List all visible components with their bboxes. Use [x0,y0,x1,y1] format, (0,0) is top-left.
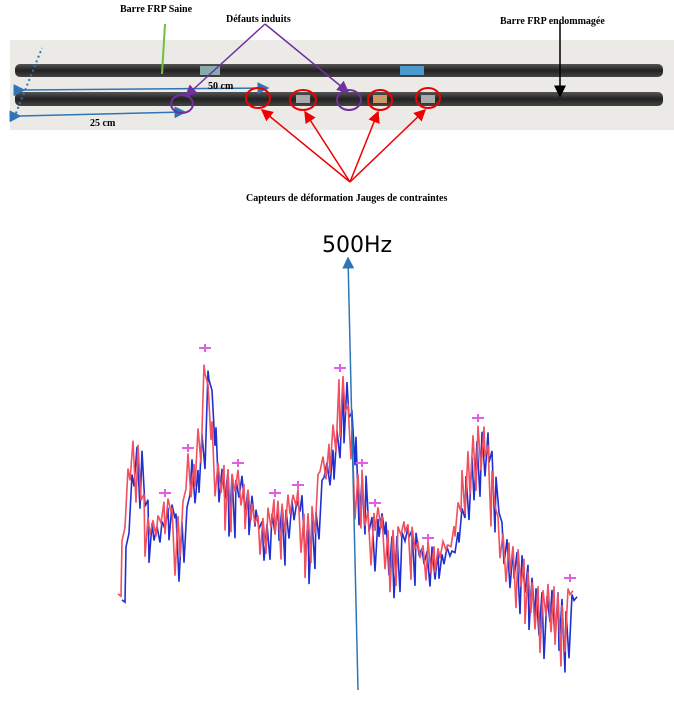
pointer-arrow [260,109,351,183]
sensor-circle [245,87,271,109]
frequency-label: 500Hz [322,233,392,258]
pointer-arrow [304,110,351,183]
sensor-patch [200,66,220,75]
length-arrow [9,106,187,123]
pointer-arrow [264,23,350,93]
peak-marker [292,481,304,489]
frequency-arrow [342,256,359,691]
peak-marker [182,444,194,452]
label: Barre FRP endommagée [500,16,605,27]
photo: Barre FRP Saine Défauts induits Barre FR… [9,4,674,204]
label: 50 cm [208,81,234,92]
sensor-patch [373,95,387,103]
peak-marker [422,534,434,542]
photo-bg [10,40,674,130]
peak-marker [564,574,576,582]
peak-marker [199,344,211,352]
peak-marker [232,459,244,467]
sensor-patch [400,66,424,75]
sensor-arrows [260,108,427,183]
length-arrow [13,82,270,97]
pointer-arrow [349,110,380,183]
sensor-patch [296,95,310,103]
sensor-circle [367,89,393,111]
pointer-arrow [349,108,427,183]
pointer-line [161,23,166,75]
label: 25 cm [90,118,116,129]
label: Défauts induits [226,14,291,25]
signal-plot [117,344,578,673]
label: Barre FRP Saine [120,4,193,15]
signal-red [117,364,574,667]
sensor-circle [415,87,441,109]
peak-marker [159,489,171,497]
peak-marker [369,499,381,507]
peak-marker [472,414,484,422]
label: Capteurs de déformation Jauges de contra… [246,193,447,204]
peak-marker [334,364,346,372]
sensor-circle [289,89,317,111]
sensor-patch [421,95,435,103]
defect-circle [170,94,194,114]
defect-circle [336,89,362,111]
healthy-bar [15,64,663,77]
signal-blue [121,370,578,673]
pointer-arrow [184,23,266,98]
peak-marker [269,489,281,497]
peak-marker [356,459,368,467]
